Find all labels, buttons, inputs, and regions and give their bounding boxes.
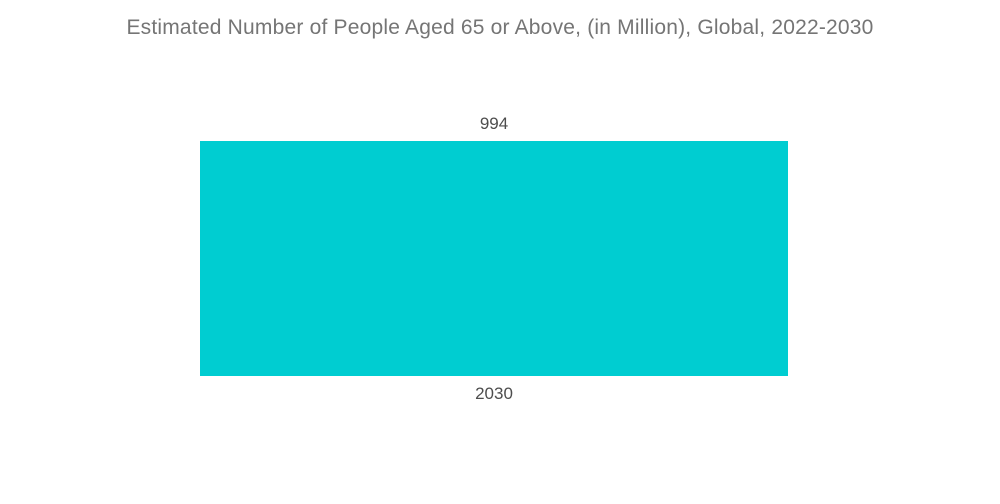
bar-value-label: 994 [479, 114, 509, 133]
bar-group [200, 141, 788, 376]
chart-title: Estimated Number of People Aged 65 or Ab… [126, 16, 874, 39]
plot-area: 994 2030 [200, 114, 788, 403]
bar-category-label: 2030 [475, 384, 513, 403]
bar-2030 [200, 141, 788, 376]
